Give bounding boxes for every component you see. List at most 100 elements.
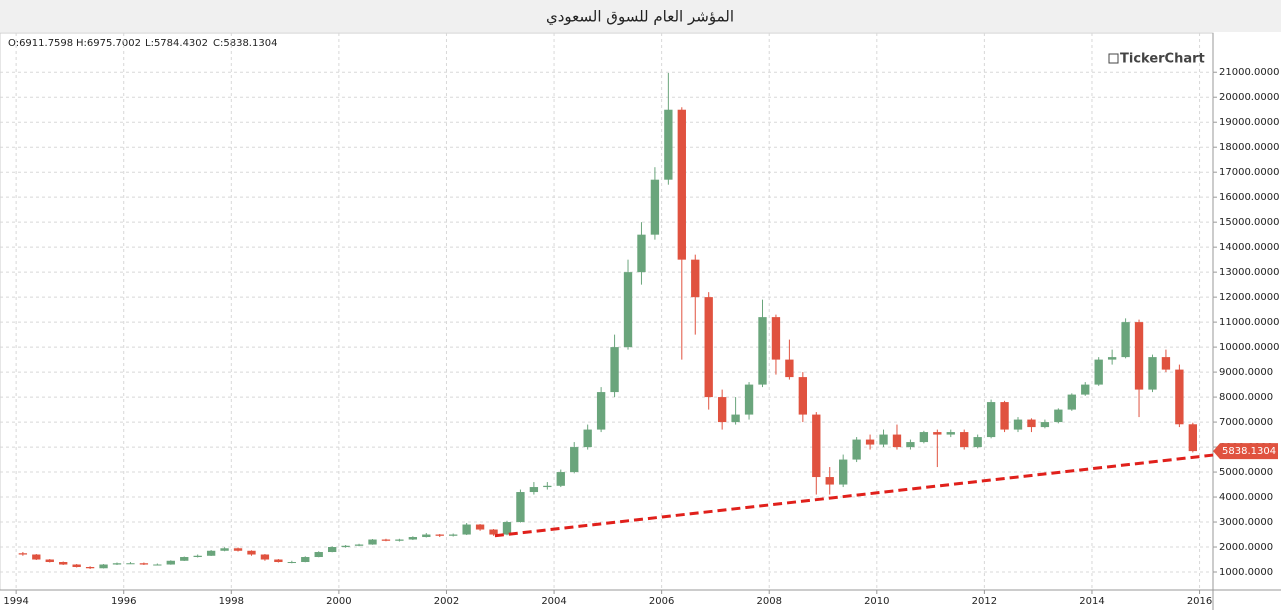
y-tick-label: 10000.0000: [1219, 342, 1279, 353]
x-tick-label: 2012: [972, 596, 997, 607]
candle-body: [892, 434, 902, 448]
x-tick-label: 2014: [1079, 596, 1104, 607]
candle-body: [664, 109, 673, 180]
candle-body: [946, 432, 955, 435]
candle-body: [32, 554, 41, 560]
candle-body: [771, 317, 781, 360]
candle-body: [381, 539, 391, 541]
candle-body: [906, 442, 915, 448]
candle-body: [865, 439, 875, 445]
candle-body: [475, 524, 485, 530]
candle-body: [812, 414, 821, 478]
title-bar: [0, 0, 1281, 32]
candle-body: [341, 545, 350, 548]
candle-body: [220, 548, 229, 551]
candle-body: [1040, 422, 1050, 428]
candle-body: [45, 559, 54, 563]
candle-body: [650, 179, 660, 235]
watermark-icon: [1108, 53, 1119, 64]
candle-body: [166, 560, 175, 565]
candle-body: [1134, 322, 1144, 390]
candle-body: [59, 562, 68, 565]
candle-body: [596, 392, 606, 430]
candle-body: [1121, 322, 1130, 358]
candle-body: [126, 563, 135, 565]
candle-body: [462, 524, 471, 535]
candle-body: [798, 377, 808, 415]
ohlc-close: C:5838.1304: [213, 38, 277, 49]
candle-body: [623, 272, 633, 348]
candle-body: [422, 534, 431, 538]
candle-body: [583, 429, 592, 448]
candle-body: [287, 562, 296, 564]
candle-body: [72, 564, 81, 568]
candle-body: [973, 437, 982, 448]
x-tick-label: 2002: [434, 596, 459, 607]
y-tick-label: 13000.0000: [1219, 267, 1279, 278]
candle-body: [274, 559, 283, 563]
candle-body: [247, 550, 256, 555]
candle-body: [1148, 357, 1157, 390]
candle-body: [180, 557, 189, 561]
ohlc-open: O:6911.7598: [8, 38, 73, 49]
y-tick-label: 12000.0000: [1219, 292, 1279, 303]
candle-body: [516, 492, 525, 523]
candle-body: [301, 557, 310, 563]
plot-frame: [0, 32, 1214, 591]
y-tick-label: 9000.0000: [1219, 367, 1273, 378]
candle-body: [529, 487, 539, 493]
y-tick-label: 20000.0000: [1219, 92, 1279, 103]
candle-body: [704, 297, 713, 398]
x-tick-label: 2000: [326, 596, 351, 607]
candle-body: [677, 109, 686, 260]
watermark: TickerChart: [1120, 52, 1205, 67]
candle-body: [637, 234, 646, 273]
x-tick-label: 1996: [111, 596, 136, 607]
candle-body: [731, 414, 740, 423]
candle-body: [556, 472, 565, 486]
y-tick-label: 2000.0000: [1219, 542, 1273, 553]
chart-title: المؤشر العام للسوق السعودي: [546, 8, 734, 27]
x-tick-label: 2008: [756, 596, 781, 607]
candle-body: [139, 563, 149, 565]
last-price-label: 5838.1304: [1222, 446, 1276, 457]
candle-body: [354, 544, 364, 546]
candle-body: [489, 529, 498, 535]
candle-body: [233, 548, 243, 551]
x-tick-label: 1994: [3, 596, 28, 607]
candle-body: [327, 547, 337, 553]
last-price-tag: [1213, 443, 1278, 460]
candle-body: [85, 567, 95, 569]
candle-body: [933, 432, 942, 435]
candle-body: [570, 447, 579, 473]
trend-line: [494, 453, 1214, 538]
candle-body: [1188, 424, 1197, 452]
ohlc-low: L:5784.4302: [145, 38, 208, 49]
candle-body: [449, 534, 458, 536]
y-tick-label: 17000.0000: [1219, 167, 1279, 178]
candle-body: [879, 434, 888, 445]
candle-body: [1094, 359, 1103, 385]
candle-body: [435, 534, 444, 536]
candle-body: [99, 564, 108, 569]
candle-body: [1067, 394, 1076, 410]
candle-body: [919, 432, 929, 443]
candle-body: [1175, 369, 1184, 425]
candle-body: [960, 432, 969, 448]
candle-body: [395, 539, 404, 541]
candle-body: [18, 553, 28, 555]
candle-body: [1027, 419, 1036, 428]
candle-body: [986, 402, 996, 438]
y-tick-label: 8000.0000: [1219, 392, 1273, 403]
x-tick-label: 1998: [219, 596, 244, 607]
y-tick-label: 15000.0000: [1219, 217, 1279, 228]
x-tick-label: 2016: [1187, 596, 1212, 607]
candle-body: [543, 485, 552, 488]
y-tick-label: 4000.0000: [1219, 492, 1273, 503]
candle-body: [1107, 357, 1117, 360]
candle-body: [1081, 384, 1090, 395]
candle-body: [314, 552, 323, 558]
candle-body: [1013, 419, 1023, 430]
y-tick-label: 21000.0000: [1219, 67, 1279, 78]
